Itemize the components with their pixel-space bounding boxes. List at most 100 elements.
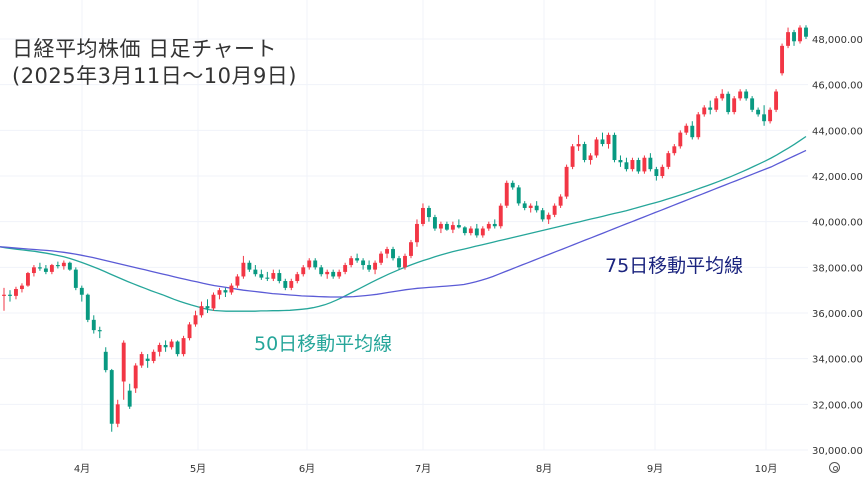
candle-body: [217, 290, 222, 295]
candle-body: [756, 109, 761, 115]
candle-body: [444, 223, 449, 230]
candle: [319, 265, 324, 277]
candle: [468, 226, 473, 236]
candle-body: [588, 155, 593, 161]
candle: [708, 100, 713, 115]
y-tick-label: 44,000.00: [812, 126, 863, 137]
candle: [367, 260, 372, 272]
candle: [582, 141, 587, 163]
ma50-line: [0, 135, 807, 312]
candle-body: [648, 157, 653, 170]
candle-body: [235, 276, 240, 286]
candle: [2, 287, 6, 311]
candle-body: [325, 271, 330, 275]
candle: [432, 214, 437, 231]
candle: [504, 180, 509, 208]
candle: [702, 105, 707, 117]
candle-body: [157, 344, 162, 352]
candle-body: [654, 169, 659, 176]
candle-body: [774, 91, 779, 110]
candle: [283, 278, 288, 291]
candle-body: [750, 98, 755, 110]
candle: [421, 203, 425, 227]
candle-body: [576, 144, 581, 147]
settings-gear-icon[interactable]: [829, 462, 840, 473]
candle-body: [438, 223, 443, 229]
candle-body: [409, 242, 413, 256]
chart-title: 日経平均株価 日足チャート: [12, 37, 277, 61]
candle: [588, 153, 593, 165]
candle: [486, 221, 491, 231]
candle: [79, 285, 84, 302]
candle: [205, 299, 210, 313]
y-tick-label: 46,000.00: [812, 81, 863, 92]
candle-body: [762, 114, 767, 122]
candle: [690, 121, 695, 140]
candle: [714, 96, 719, 113]
candle: [181, 335, 186, 357]
candle: [540, 207, 545, 222]
candle-body: [474, 228, 479, 236]
candle: [546, 212, 551, 224]
candle: [606, 132, 611, 149]
y-tick-label: 36,000.00: [812, 309, 863, 320]
candle: [516, 185, 521, 206]
candle: [307, 258, 312, 270]
candle-body: [744, 91, 749, 99]
candle-body: [528, 205, 533, 208]
candle: [774, 89, 779, 113]
ma75-line: [0, 149, 807, 298]
candle-body: [726, 93, 731, 113]
candle-body: [546, 214, 551, 220]
candle: [103, 347, 108, 373]
candle: [654, 166, 659, 181]
candle: [492, 219, 497, 229]
candle-body: [486, 223, 491, 229]
candle-body: [319, 267, 324, 275]
candle-body: [283, 281, 288, 288]
candle: [409, 239, 413, 259]
candle: [43, 265, 48, 275]
candle: [786, 27, 790, 49]
candle-body: [397, 258, 401, 268]
candle: [193, 310, 198, 327]
candle-body: [612, 134, 617, 161]
candle: [738, 89, 743, 101]
ma75-annotation: 75日移動平均線: [605, 255, 744, 277]
candle-body: [450, 225, 455, 230]
candles: [2, 25, 808, 432]
candle-body: [343, 265, 348, 272]
candle: [498, 203, 503, 229]
candle-body: [211, 294, 216, 309]
candle-body: [738, 91, 743, 99]
candle: [145, 354, 150, 368]
candle-body: [606, 134, 611, 145]
candle: [235, 274, 240, 288]
candle: [762, 105, 767, 126]
candle: [85, 293, 90, 323]
candle: [49, 263, 54, 275]
candle-body: [193, 315, 198, 325]
candle: [169, 339, 174, 350]
y-tick-label: 34,000.00: [812, 355, 863, 366]
candle-body: [768, 109, 773, 122]
candle-body: [331, 271, 336, 277]
candle: [379, 251, 384, 266]
candle-body: [61, 262, 66, 267]
candle: [792, 29, 796, 46]
candle: [37, 262, 42, 271]
candle-body: [301, 267, 306, 275]
candle: [349, 255, 354, 268]
candle-body: [361, 260, 366, 266]
candle: [97, 326, 102, 339]
candle: [265, 271, 270, 282]
x-tick-label: 4月: [74, 463, 90, 475]
candle-body: [786, 32, 790, 46]
candle: [576, 134, 581, 151]
candle: [139, 351, 144, 368]
candle-body: [516, 187, 521, 204]
candle-body: [307, 260, 312, 268]
candle-body: [181, 338, 186, 355]
candle-body: [672, 146, 677, 154]
